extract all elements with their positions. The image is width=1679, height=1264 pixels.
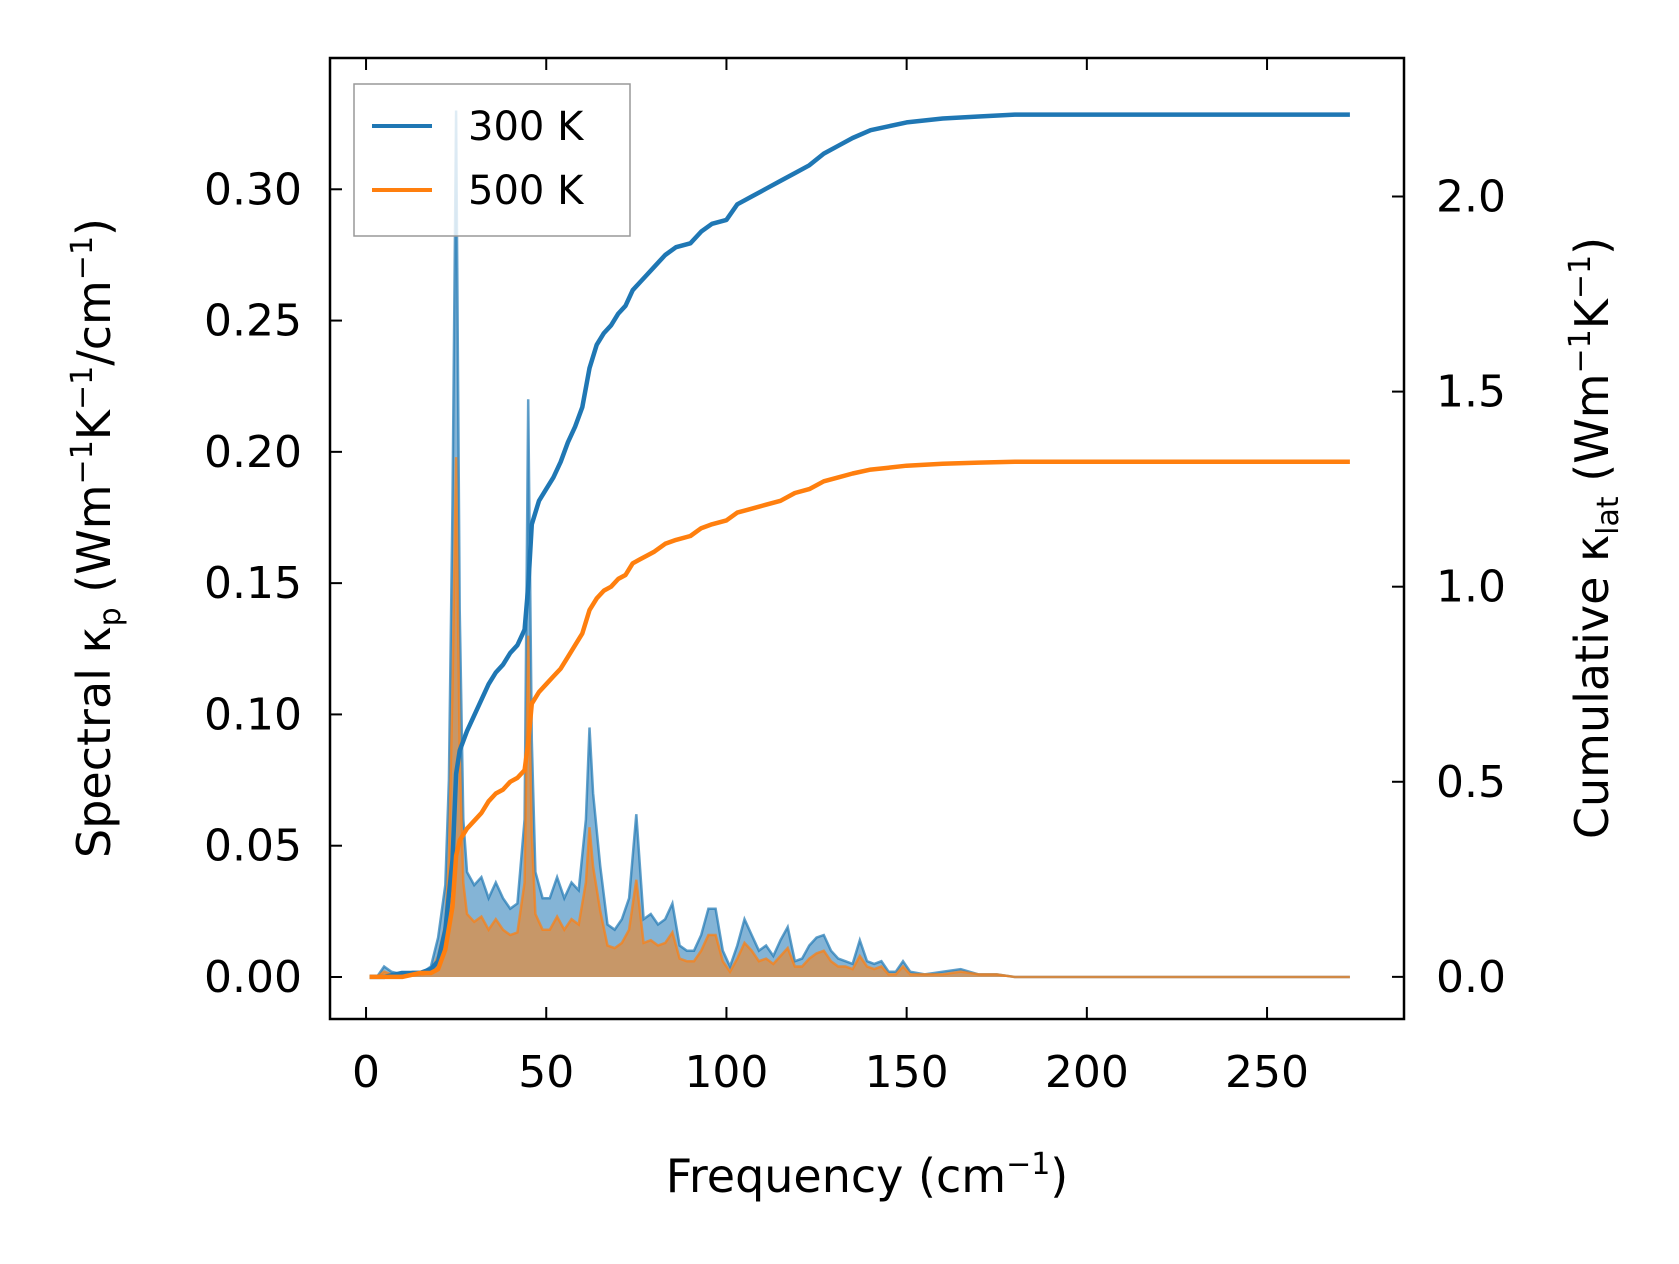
y-left-tick-label: 0.30	[204, 164, 302, 215]
x-tick-label: 50	[518, 1047, 574, 1098]
y-left-tick-label: 0.20	[204, 427, 302, 478]
y-right-tick-label: 1.5	[1436, 367, 1506, 418]
spectral-area-300k	[369, 110, 1350, 977]
cumulative-line-300k	[369, 112, 1350, 980]
x-tick-label: 200	[1045, 1047, 1129, 1098]
y-right-tick-label: 0.0	[1436, 952, 1506, 1003]
spectral-line-500k	[369, 457, 1350, 979]
x-tick-label: 250	[1225, 1047, 1309, 1098]
y-left-tick-label: 0.25	[204, 296, 302, 347]
legend-box	[353, 83, 631, 237]
cumulative-line-500k	[369, 459, 1350, 980]
y-axis-right-label: Cumulative κlat (Wm−1K−1)	[1563, 237, 1626, 839]
legend: 300 K 500 K	[353, 83, 631, 237]
spectral-layer	[369, 110, 1350, 979]
y-left-tick-label: 0.15	[204, 558, 302, 609]
y-axis-left-label: Spectral κp (Wm−1K−1/cm−1)	[65, 218, 128, 858]
x-tick-label: 0	[352, 1047, 380, 1098]
y-left-tick-label: 0.00	[204, 952, 302, 1003]
legend-label-500k: 500 K	[468, 168, 585, 214]
x-tick-label: 150	[865, 1047, 949, 1098]
y-right-tick-label: 1.0	[1436, 562, 1506, 613]
y-left-tick-label: 0.05	[204, 821, 302, 872]
x-tick-label: 100	[684, 1047, 768, 1098]
cumulative-layer	[369, 112, 1350, 980]
ticks-layer	[330, 58, 1404, 1019]
spectral-line-300k	[369, 110, 1350, 979]
y-right-tick-label: 0.5	[1436, 757, 1506, 808]
y-left-tick-label: 0.10	[204, 689, 302, 740]
y-right-tick-label: 2.0	[1436, 172, 1506, 223]
x-axis-label: Frequency (cm−1)	[666, 1147, 1069, 1203]
spectral-area-500k	[369, 457, 1350, 978]
plot-frame	[328, 56, 1406, 1021]
legend-label-300k: 300 K	[468, 104, 585, 150]
labels-layer: 0 50 100 150 200 250 0.00 0.05 0.10 0.15 0.20 0.25 0…	[204, 164, 1506, 1098]
